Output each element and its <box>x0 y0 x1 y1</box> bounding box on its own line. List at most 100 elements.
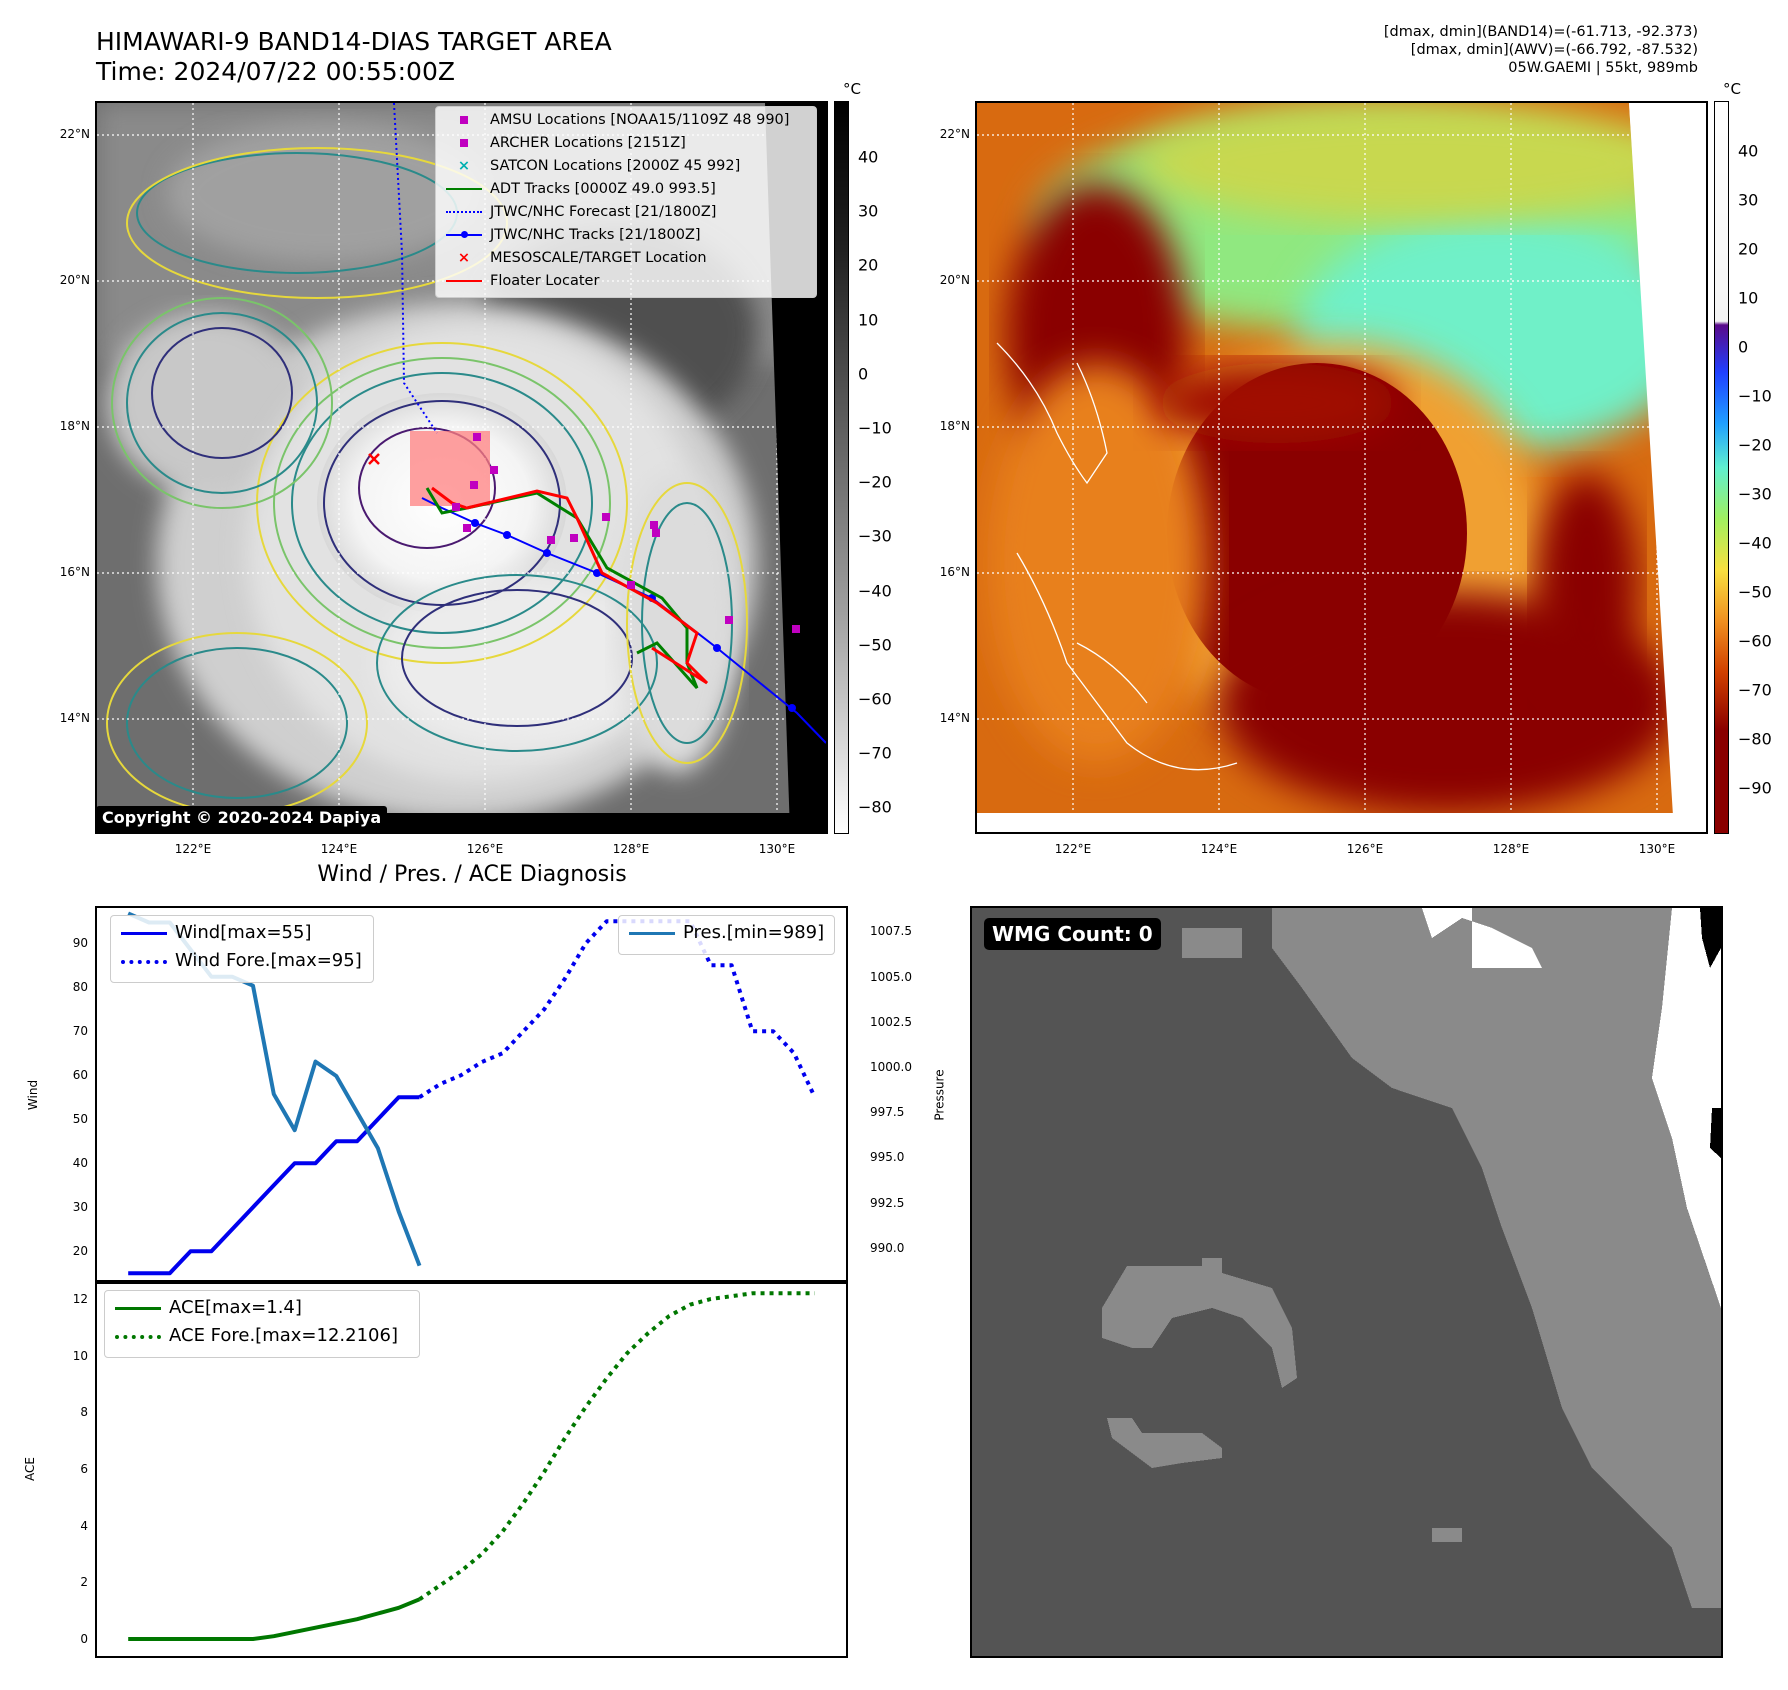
wind-ytick: 40 <box>72 1156 88 1171</box>
lat-tick: 20°N <box>59 273 90 287</box>
chart-title: HIMAWARI-9 BAND14-DIAS TARGET AREA <box>96 27 612 56</box>
wind-ytick: 30 <box>72 1200 88 1215</box>
legend-forecast: JTWC/NHC Forecast [21/1800Z] <box>446 204 716 220</box>
legend-archer-label: ARCHER Locations [2151Z] <box>490 135 686 151</box>
wv-map-panel <box>975 101 1708 834</box>
legend-amsu: AMSU Locations [NOAA15/1109Z 48 990] <box>446 112 789 128</box>
wv-colorbar <box>1714 101 1729 834</box>
wmg-count-label: WMG Count: 0 <box>984 918 1161 950</box>
lon-tick: 128°E <box>612 842 650 856</box>
legend-tracks-label: JTWC/NHC Tracks [21/1800Z] <box>490 227 701 243</box>
lat-tick: 22°N <box>59 127 90 141</box>
ace-legend: ACE[max=1.4] ACE Fore.[max=12.2106] <box>104 1290 420 1358</box>
wv-colorbar-tick: 10 <box>1738 288 1759 308</box>
ir-colorbar-tick: 10 <box>858 310 879 330</box>
wind-ytick: 60 <box>72 1068 88 1083</box>
wind-fore-max-95--line <box>418 919 817 1099</box>
wv-colorbar-tick: 40 <box>1738 141 1759 161</box>
legend-target: × MESOSCALE/TARGET Location <box>457 250 707 266</box>
lat-tick: 16°N <box>939 565 970 579</box>
ir-colorbar-tick: −50 <box>858 635 892 655</box>
legend-adt-label: ADT Tracks [0000Z 49.0 993.5] <box>490 181 716 197</box>
wv-colorbar-tick: −70 <box>1738 680 1772 700</box>
ace-axis-label: ACE <box>22 1457 37 1481</box>
ace-chart <box>95 1280 848 1658</box>
band14-range: [dmax, dmin](BAND14)=(-61.713, -92.373) <box>1383 24 1698 40</box>
legend-wind: Wind[max=55] <box>121 922 312 943</box>
legend-wind-fore-label: Wind Fore.[max=95] <box>175 950 362 971</box>
lon-tick: 126°E <box>1346 842 1384 856</box>
ir-colorbar-tick: −30 <box>858 526 892 546</box>
pressure-ytick: 1002.5 <box>870 1014 912 1029</box>
ace-ytick: 10 <box>72 1348 88 1363</box>
pressure-ytick: 997.5 <box>870 1105 905 1120</box>
ir-colorbar <box>834 101 849 834</box>
ace-max-1-4--line <box>128 1597 421 1641</box>
wv-colorbar-unit: °C <box>1723 80 1741 98</box>
ir-colorbar-tick: −40 <box>858 581 892 601</box>
ace-ytick: 12 <box>72 1292 88 1306</box>
legend-tracks: JTWC/NHC Tracks [21/1800Z] <box>446 227 701 243</box>
legend-forecast-label: JTWC/NHC Forecast [21/1800Z] <box>490 204 717 220</box>
wind-axis-label: Wind <box>26 1079 41 1111</box>
legend-adt: ADT Tracks [0000Z 49.0 993.5] <box>446 181 716 197</box>
ir-colorbar-unit: °C <box>843 80 861 98</box>
pressure-ytick: 1000.0 <box>870 1059 912 1074</box>
legend-archer: ARCHER Locations [2151Z] <box>446 135 686 151</box>
wmg-imagery <box>1102 908 1721 1608</box>
wind-ytick: 70 <box>72 1024 88 1039</box>
ir-colorbar-tick: −70 <box>858 743 892 763</box>
legend-floater: Floater Locater <box>446 273 599 289</box>
legend-pres-label: Pres.[min=989] <box>683 922 825 943</box>
pressure-legend: Pres.[min=989] <box>618 915 835 955</box>
pressure-ytick: 995.0 <box>870 1150 905 1165</box>
pressure-ytick: 1007.5 <box>870 924 912 939</box>
pressure-ytick: 990.0 <box>870 1240 905 1255</box>
ace-ytick: 8 <box>80 1405 88 1420</box>
wind-ytick: 20 <box>72 1244 88 1259</box>
ir-colorbar-tick: −10 <box>858 418 892 438</box>
legend-ace-label: ACE[max=1.4] <box>169 1297 302 1318</box>
ir-colorbar-tick: 40 <box>858 147 879 167</box>
lat-tick: 18°N <box>59 419 90 433</box>
wind-ytick: 80 <box>72 980 88 995</box>
ir-colorbar-tick: 0 <box>858 364 869 384</box>
wind-ytick: 90 <box>72 936 88 951</box>
lat-tick: 16°N <box>59 565 90 579</box>
ace-ytick: 0 <box>80 1632 88 1646</box>
lat-tick: 18°N <box>939 419 970 433</box>
legend-ace-fore: ACE Fore.[max=12.2106] <box>115 1325 398 1346</box>
wv-colorbar-tick: −10 <box>1738 386 1772 406</box>
legend-amsu-label: AMSU Locations [NOAA15/1109Z 48 990] <box>490 112 790 128</box>
lon-tick: 124°E <box>320 842 358 856</box>
wv-colorbar-tick: −80 <box>1738 729 1772 749</box>
legend-satcon: × SATCON Locations [2000Z 45 992] <box>457 158 741 174</box>
legend-ace-fore-label: ACE Fore.[max=12.2106] <box>169 1325 398 1346</box>
pressure-ytick: 992.5 <box>870 1195 905 1210</box>
legend-wind-label: Wind[max=55] <box>175 922 312 943</box>
lat-tick: 22°N <box>939 127 970 141</box>
lat-tick: 20°N <box>939 273 970 287</box>
wv-colorbar-tick: −30 <box>1738 484 1772 504</box>
chart-time: Time: 2024/07/22 00:55:00Z <box>96 57 455 86</box>
lon-tick: 122°E <box>1054 842 1092 856</box>
awv-range: [dmax, dmin](AWV)=(-66.792, -87.532) <box>1410 42 1698 58</box>
lat-tick: 14°N <box>939 711 970 725</box>
pressure-axis-label: Pressure <box>932 1069 947 1121</box>
ir-colorbar-tick: 20 <box>858 255 879 275</box>
wind-max-55--line <box>128 1095 420 1276</box>
wv-colorbar-tick: 0 <box>1738 337 1749 357</box>
ace-plot <box>128 1291 815 1641</box>
lon-tick: 126°E <box>466 842 504 856</box>
ir-colorbar-tick: 30 <box>858 201 879 221</box>
wind-legend: Wind[max=55] Wind Fore.[max=95] <box>110 915 374 983</box>
wind-ytick: 50 <box>72 1112 88 1127</box>
wv-colorbar-tick: −40 <box>1738 533 1772 553</box>
wv-colorbar-tick: −60 <box>1738 631 1772 651</box>
lat-tick: 14°N <box>59 711 90 725</box>
wv-colorbar-tick: −50 <box>1738 582 1772 602</box>
copyright-label: Copyright © 2020-2024 Dapiya <box>96 806 388 829</box>
legend-satcon-label: SATCON Locations [2000Z 45 992] <box>490 158 741 174</box>
ir-colorbar-tick: −60 <box>858 689 892 709</box>
wv-imagery <box>977 103 1706 832</box>
